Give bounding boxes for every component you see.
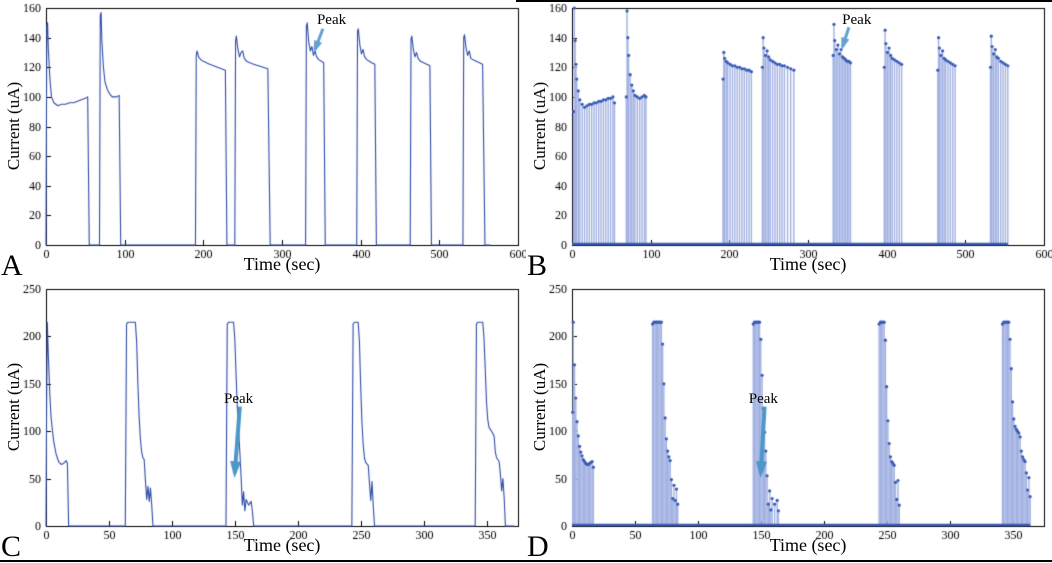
panel-c-plot-canvas — [0, 281, 526, 562]
panel-a: Current (uA) Time (sec) A Peak — [0, 0, 526, 281]
panel-d-x-axis-label: Time (sec) — [769, 535, 847, 555]
panel-b-x-axis-label: Time (sec) — [769, 254, 847, 274]
panel-d-peak-annotation: Peak — [748, 391, 778, 408]
panel-c-letter: C — [1, 530, 22, 563]
panel-d-y-axis-label: Current (uA) — [530, 362, 549, 452]
panel-d: Current (uA) Time (sec) D Peak — [526, 281, 1052, 562]
panel-a-y-axis-label: Current (uA) — [4, 81, 23, 171]
panel-a-plot-canvas — [0, 0, 526, 281]
figure-bottom-border — [0, 560, 1052, 562]
panel-d-letter: D — [527, 530, 549, 563]
figure-top-right-border — [516, 0, 1052, 2]
panel-c: Current (uA) Time (sec) C Peak — [0, 281, 526, 562]
panel-b-letter: B — [527, 249, 548, 282]
panel-b-plot-canvas — [526, 0, 1052, 281]
panel-b-peak-annotation: Peak — [842, 12, 872, 29]
panel-a-peak-annotation: Peak — [316, 12, 347, 29]
panel-a-x-axis-label: Time (sec) — [243, 254, 321, 274]
panel-c-x-axis-label: Time (sec) — [243, 535, 321, 555]
panel-a-letter: A — [1, 249, 23, 282]
panel-d-plot-canvas — [526, 281, 1052, 562]
panel-b-y-axis-label: Current (uA) — [530, 81, 549, 171]
panel-c-peak-annotation: Peak — [223, 391, 254, 408]
panel-b: Current (uA) Time (sec) B Peak — [526, 0, 1052, 281]
panel-c-y-axis-label: Current (uA) — [4, 362, 23, 452]
